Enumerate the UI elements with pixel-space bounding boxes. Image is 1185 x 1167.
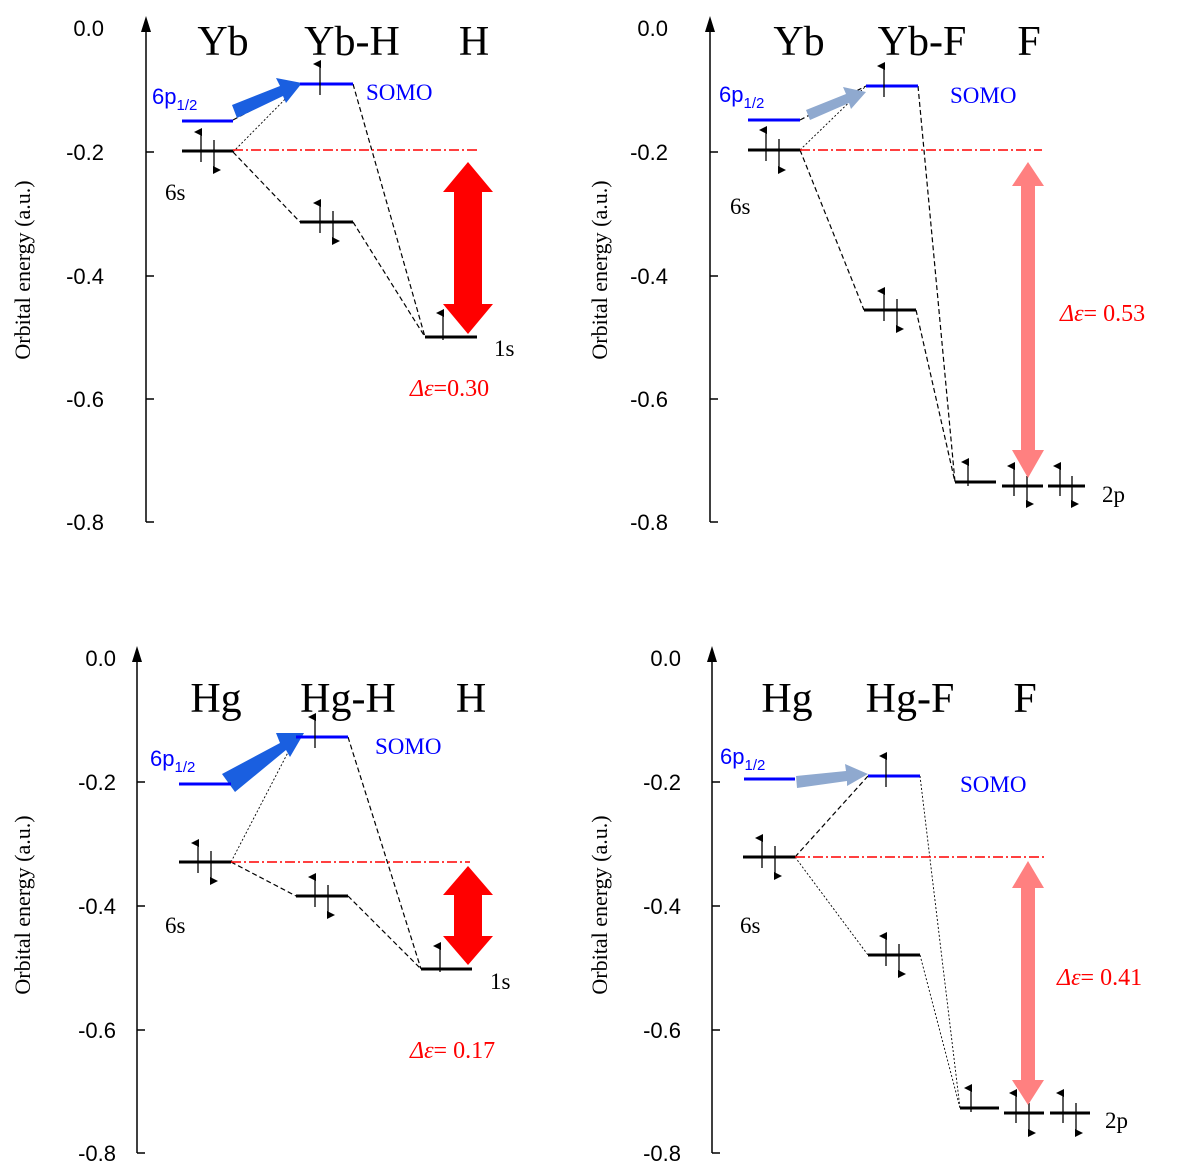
p-orbital-arrow xyxy=(796,764,868,788)
y-axis-arrowhead xyxy=(707,646,717,662)
header-atom: Yb xyxy=(773,19,824,65)
header-atom: Hg xyxy=(190,676,241,722)
label-6s: 6s xyxy=(730,194,751,219)
panel-yb-f: 0.0 -0.2 -0.4 -0.6 -0.8 Orbital energy (… xyxy=(587,16,1145,535)
delta-arrow xyxy=(443,866,493,965)
label-6s: 6s xyxy=(740,913,761,938)
panel-hg-h: 0.0 -0.2 -0.4 -0.6 -0.8 Orbital energy (… xyxy=(10,646,511,1166)
label-6p: 6p1/2 xyxy=(152,84,197,114)
y-axis-arrowhead xyxy=(132,646,142,662)
panel-yb-h: 0.0 -0.2 -0.4 -0.6 -0.8 Orbital energy (… xyxy=(10,16,515,535)
header-molecule: Yb-H xyxy=(304,19,400,65)
label-ligand-orbital: 1s xyxy=(494,336,515,361)
header-ligand: H xyxy=(459,19,489,65)
label-6s: 6s xyxy=(165,913,186,938)
tick-label: 0.0 xyxy=(85,646,116,671)
label-somo: SOMO xyxy=(960,772,1026,797)
delta-label: Δε=0.30 xyxy=(409,376,489,402)
correlation-line xyxy=(799,149,865,311)
tick-label: -0.2 xyxy=(66,140,104,165)
tick-label: -0.4 xyxy=(78,894,116,919)
correlation-line xyxy=(230,736,297,863)
tick-label: -0.2 xyxy=(630,140,668,165)
correlation-line xyxy=(230,861,297,897)
label-somo: SOMO xyxy=(950,83,1016,108)
correlation-line xyxy=(347,736,422,970)
tick-label: -0.4 xyxy=(630,264,668,289)
delta-arrow xyxy=(1012,162,1044,478)
correlation-line xyxy=(919,775,961,1109)
p-orbital-arrow xyxy=(806,87,866,120)
p-orbital-arrow xyxy=(232,78,302,118)
correlation-line xyxy=(794,856,869,956)
correlation-line xyxy=(794,775,869,858)
tick-label: -0.6 xyxy=(66,387,104,412)
delta-label: Δε= 0.53 xyxy=(1059,301,1145,327)
tick-label: 0.0 xyxy=(637,16,668,41)
delta-label: Δε= 0.17 xyxy=(409,1038,495,1064)
tick-label: 0.0 xyxy=(650,646,681,671)
correlation-line xyxy=(352,221,426,338)
y-axis-label: Orbital energy (a.u.) xyxy=(587,180,612,359)
correlation-line xyxy=(919,954,961,1109)
delta-arrow xyxy=(1012,861,1044,1105)
header-atom: Yb xyxy=(197,19,248,65)
correlation-line xyxy=(915,309,956,483)
label-ligand-orbital: 1s xyxy=(490,969,511,994)
header-molecule: Hg-H xyxy=(300,676,396,722)
label-ligand-orbital: 2p xyxy=(1105,1108,1128,1133)
header-ligand: F xyxy=(1017,19,1040,65)
correlation-line xyxy=(917,85,956,483)
label-6p: 6p1/2 xyxy=(719,82,764,112)
y-axis-arrowhead xyxy=(705,16,715,32)
header-atom: Hg xyxy=(761,676,812,722)
tick-label: -0.4 xyxy=(643,894,681,919)
header-ligand: H xyxy=(456,676,486,722)
p-orbital-arrow xyxy=(222,733,304,792)
label-6p: 6p1/2 xyxy=(150,746,195,776)
tick-label: -0.4 xyxy=(66,264,104,289)
label-6s: 6s xyxy=(165,180,186,205)
delta-label: Δε= 0.41 xyxy=(1056,965,1142,991)
correlation-line xyxy=(232,151,301,223)
y-axis-label: Orbital energy (a.u.) xyxy=(10,815,35,994)
label-somo: SOMO xyxy=(375,734,441,759)
panel-hg-f: 0.0 -0.2 -0.4 -0.6 -0.8 Orbital energy (… xyxy=(587,646,1142,1166)
label-ligand-orbital: 2p xyxy=(1102,482,1125,507)
tick-label: -0.8 xyxy=(78,1141,116,1166)
y-axis-arrowhead xyxy=(141,16,151,32)
tick-label: -0.6 xyxy=(643,1018,681,1043)
tick-label: -0.6 xyxy=(630,387,668,412)
tick-label: -0.2 xyxy=(78,770,116,795)
label-6p: 6p1/2 xyxy=(720,744,765,774)
label-somo: SOMO xyxy=(366,80,432,105)
tick-label: -0.6 xyxy=(78,1018,116,1043)
delta-arrow xyxy=(443,162,493,334)
y-axis-label: Orbital energy (a.u.) xyxy=(10,180,35,359)
correlation-line xyxy=(352,83,426,338)
tick-label: -0.2 xyxy=(643,770,681,795)
tick-label: -0.8 xyxy=(643,1141,681,1166)
correlation-line xyxy=(347,895,422,970)
tick-label: -0.8 xyxy=(66,510,104,535)
header-ligand: F xyxy=(1013,676,1036,722)
tick-label: 0.0 xyxy=(73,16,104,41)
header-molecule: Yb-F xyxy=(878,19,967,65)
header-molecule: Hg-F xyxy=(866,676,955,722)
tick-label: -0.8 xyxy=(630,510,668,535)
y-axis-label: Orbital energy (a.u.) xyxy=(587,815,612,994)
